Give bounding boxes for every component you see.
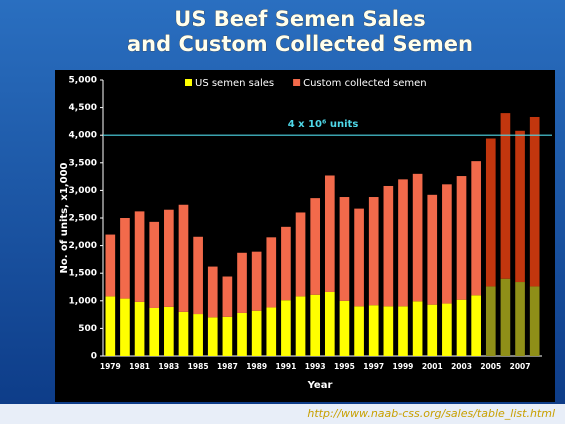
- legend-swatch: [185, 79, 192, 86]
- y-tick-label: 3,000: [69, 186, 97, 196]
- x-tick-label: 1991: [275, 362, 296, 371]
- x-tick-label: 2005: [480, 362, 501, 371]
- x-tick-label: 2003: [451, 362, 472, 371]
- bar-segment: [500, 278, 511, 356]
- bar-segment: [354, 306, 364, 356]
- bar-segment: [105, 296, 116, 356]
- x-axis-label: Year: [307, 380, 333, 391]
- x-tick-label: 1983: [158, 362, 179, 371]
- bar-segment: [471, 295, 481, 356]
- bar-segment: [310, 294, 321, 356]
- bar-segment: [164, 306, 174, 356]
- bar-segment: [222, 316, 233, 356]
- bar-segment: [149, 221, 160, 308]
- bar-segment: [281, 226, 291, 301]
- bar-segment: [134, 301, 145, 356]
- x-tick-label: 1995: [334, 362, 355, 371]
- bar-segment: [149, 307, 160, 356]
- x-tick-label: 1981: [129, 362, 150, 371]
- bar-segment: [281, 300, 291, 356]
- y-tick-label: 0: [91, 352, 97, 362]
- legend-swatch: [293, 79, 301, 86]
- x-tick-label: 1987: [217, 362, 238, 371]
- bar-segment: [427, 304, 438, 356]
- y-axis-label: No. of units, x1,000: [59, 162, 70, 273]
- bar-segment: [500, 113, 511, 279]
- bar-segment: [237, 312, 247, 356]
- bar-segment: [442, 303, 452, 356]
- bar-segment: [368, 197, 379, 306]
- bar-segment: [471, 161, 481, 296]
- bar-segment: [529, 286, 540, 356]
- bar-segment: [398, 306, 408, 356]
- x-tick-label: 1985: [188, 362, 209, 371]
- y-tick-label: 2,000: [69, 241, 97, 251]
- bar-segment: [207, 266, 218, 318]
- bar-segment: [295, 212, 306, 297]
- bar-segment: [485, 286, 496, 356]
- bar-segment: [515, 130, 525, 283]
- bar-segment: [368, 305, 379, 356]
- y-tick-label: 5,000: [69, 76, 97, 86]
- y-tick-label: 4,000: [69, 131, 97, 141]
- bar-segment: [339, 300, 350, 356]
- y-tick-label: 2,500: [69, 214, 97, 224]
- bar-segment: [427, 194, 438, 305]
- chart-title: US Beef Semen Sales and Custom Collected …: [127, 7, 473, 56]
- bar-segment: [222, 276, 233, 317]
- y-tick-label: 4,500: [69, 103, 97, 113]
- x-tick-label: 1979: [100, 362, 121, 371]
- legend-label: Custom collected semen: [303, 78, 427, 89]
- bar-segment: [515, 282, 525, 356]
- bar-segment: [442, 184, 452, 304]
- bar-segment: [164, 209, 174, 307]
- y-tick-label: 1,500: [69, 269, 97, 279]
- bar-segment: [105, 234, 116, 297]
- bar-segment: [178, 311, 189, 356]
- bar-segment: [134, 211, 145, 302]
- x-tick-label: 1989: [246, 362, 267, 371]
- x-tick-label: 1999: [393, 362, 414, 371]
- bar-segment: [529, 116, 540, 287]
- bar-segment: [120, 218, 130, 299]
- bar-segment: [251, 310, 262, 356]
- bar-segment: [193, 314, 203, 356]
- bar-segment: [266, 237, 277, 308]
- y-tick-label: 3,500: [69, 158, 97, 168]
- bar-segment: [193, 236, 203, 315]
- x-tick-label: 1993: [305, 362, 326, 371]
- bar-segment: [398, 179, 408, 307]
- bar-segment: [354, 208, 364, 307]
- bar-segment: [456, 299, 467, 356]
- bar-segment: [324, 291, 335, 356]
- footer-band: [0, 404, 565, 424]
- x-tick-label: 2007: [510, 362, 531, 371]
- x-tick-label: 2001: [422, 362, 443, 371]
- bar-segment: [456, 176, 467, 300]
- reference-label: 4 x 10⁶ units: [288, 119, 359, 130]
- bar-segment: [295, 296, 306, 356]
- bar-segment: [178, 204, 189, 312]
- x-tick-label: 1997: [363, 362, 384, 371]
- bar-segment: [251, 251, 262, 311]
- bar-segment: [485, 138, 496, 287]
- source: http://www.naab-css.org/sales/table_list…: [307, 407, 555, 420]
- bar-segment: [383, 185, 394, 307]
- bar-segment: [339, 197, 350, 301]
- y-tick-label: 500: [78, 324, 97, 334]
- bar-segment: [412, 301, 423, 356]
- bar-segment: [412, 173, 423, 302]
- bar-segment: [310, 198, 321, 295]
- bar-segment: [383, 306, 394, 356]
- y-tick-label: 1,000: [69, 296, 97, 306]
- bar-segment: [266, 307, 277, 356]
- legend-label: US semen sales: [195, 78, 274, 89]
- bar-segment: [237, 252, 247, 313]
- bar-segment: [324, 175, 335, 292]
- bar-segment: [207, 317, 218, 356]
- bar-segment: [120, 298, 130, 356]
